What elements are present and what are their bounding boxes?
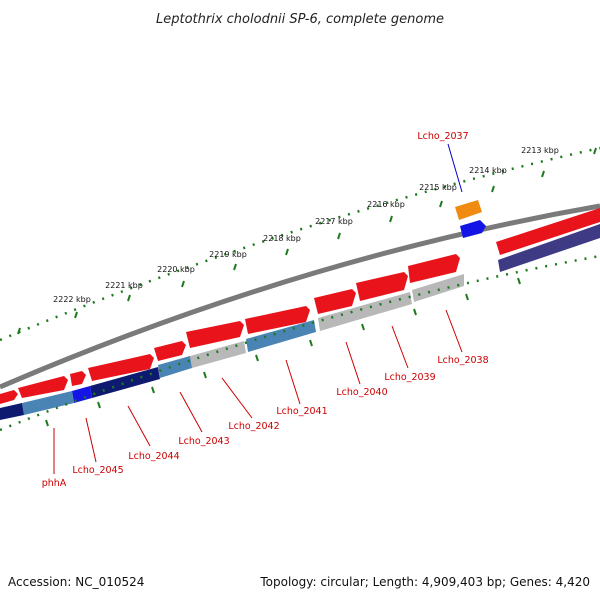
gene-label: Lcho_2044	[128, 451, 179, 462]
reverse-strand	[0, 224, 600, 420]
scale-label: 2215 kbp	[419, 183, 457, 192]
feature-orange	[455, 200, 482, 220]
band-blue-2045	[72, 386, 92, 403]
band-gray-2039	[318, 292, 412, 331]
cds-lcho-2039	[356, 272, 408, 301]
gene-label: Lcho_2043	[178, 436, 229, 447]
cds-lcho-2038	[408, 254, 460, 283]
band-navy-2044	[90, 367, 160, 398]
genome-track	[0, 146, 600, 432]
gene-label: Lcho_2038	[437, 355, 488, 366]
gene-label: Lcho_2042	[228, 421, 279, 432]
scale-label: 2220 kbp	[157, 265, 195, 274]
band-gray-2038	[412, 274, 464, 302]
outer-tick-ring	[0, 146, 600, 342]
gene-label: Lcho_2037	[417, 131, 468, 142]
cds-lcho-2041	[245, 306, 310, 334]
cds-lcho-2042	[186, 321, 244, 348]
scale-label: 2221 kbp	[105, 281, 143, 290]
scale-label: 2217 kbp	[315, 217, 353, 226]
scale-label: 2219 kbp	[209, 250, 247, 259]
inner-tick-ring	[0, 254, 600, 432]
outer-major-ticks	[17, 147, 597, 335]
backbone-line	[0, 203, 600, 390]
band-steel-2041	[246, 320, 316, 352]
forward-strand	[0, 208, 600, 404]
band-gray-2042	[190, 341, 246, 368]
map-title: Leptothrix cholodnii SP-6, complete geno…	[156, 12, 444, 27]
gene-label: phhA	[42, 478, 67, 489]
band-steel-phha	[22, 391, 74, 415]
scale-label: 2222 kbp	[53, 295, 91, 304]
cds-lcho-2040	[314, 289, 356, 314]
scale-label: 2213 kbp	[521, 146, 559, 155]
gene-label: Lcho_2040	[336, 387, 387, 398]
genome-summary-text: Topology: circular; Length: 4,909,403 bp…	[259, 575, 590, 589]
inner-major-ticks	[45, 277, 521, 427]
cds-phha	[18, 376, 68, 398]
scale-label: 2216 kbp	[367, 200, 405, 209]
cds-left-edge	[0, 390, 18, 404]
gene-label: Lcho_2039	[384, 372, 435, 383]
scale-labels: 2222 kbp 2221 kbp 2220 kbp 2219 kbp 2218 kbp…	[53, 146, 559, 304]
feature-blue	[460, 220, 486, 238]
band-navy-left	[0, 403, 24, 420]
gene-label: Lcho_2041	[276, 406, 327, 417]
scale-label: 2218 kbp	[263, 234, 301, 243]
cds-lcho-2043	[154, 341, 186, 361]
gene-label: Lcho_2045	[72, 465, 123, 476]
accession-text: Accession: NC_010524	[8, 575, 144, 589]
band-purple-right	[498, 224, 600, 272]
cds-lcho-2036	[496, 208, 600, 255]
cds-lcho-2045	[70, 371, 86, 386]
scale-label: 2214 kbp	[469, 166, 507, 175]
band-steel-2043	[158, 356, 192, 378]
leader-lines	[53, 143, 463, 474]
cds-lcho-2044	[88, 354, 154, 381]
